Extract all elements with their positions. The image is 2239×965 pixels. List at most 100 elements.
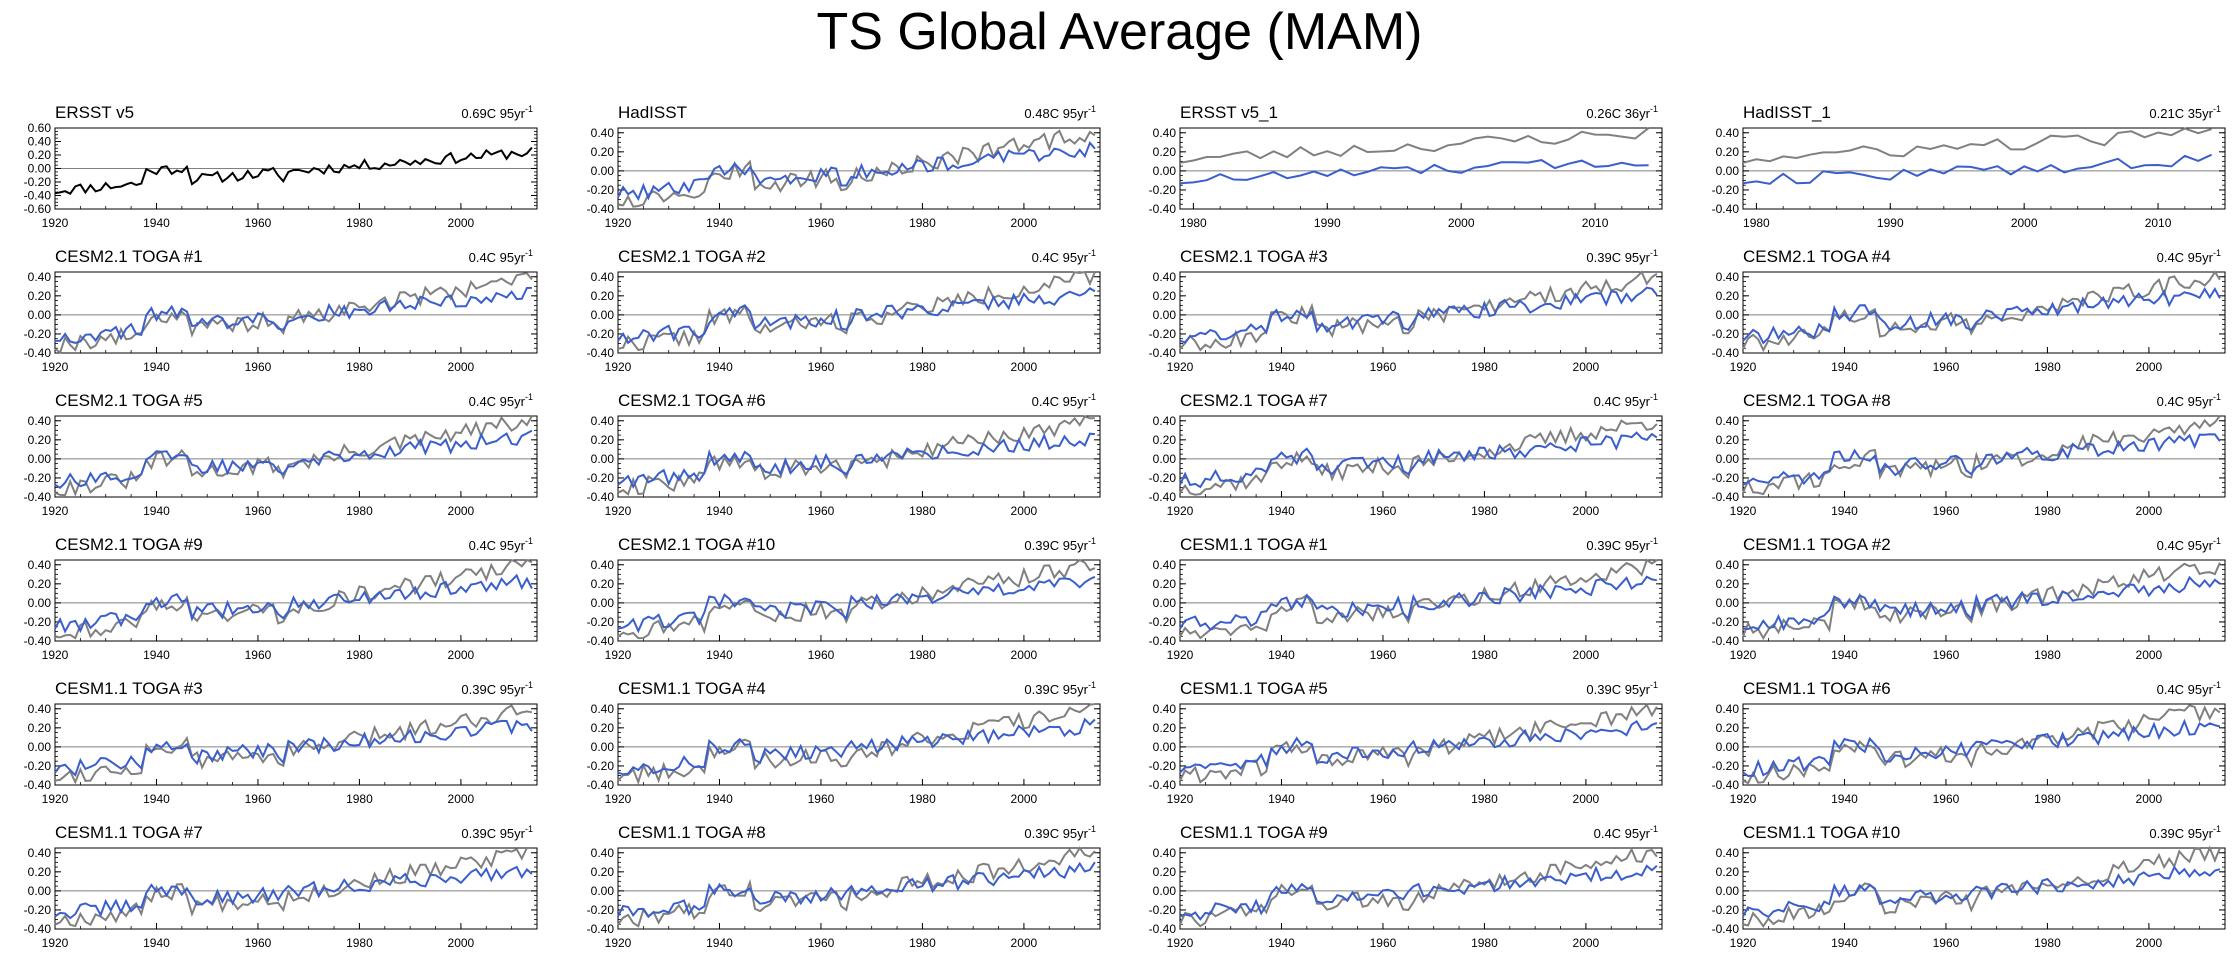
plot-frame — [1742, 847, 2226, 930]
x-tick-label: 1920 — [605, 792, 632, 806]
x-tick-label: 2000 — [1573, 360, 1600, 374]
y-tick-label: 0.00 — [1153, 164, 1177, 178]
x-tick-label: 1920 — [1730, 360, 1757, 374]
x-tick-label: 2000 — [1573, 792, 1600, 806]
y-tick-label: -0.40 — [24, 490, 52, 504]
y-tick-label: 0.40 — [28, 846, 52, 860]
panel-title: CESM1.1 TOGA #5 — [1180, 679, 1328, 698]
series-line — [617, 846, 1096, 928]
plot-frame — [1179, 127, 1663, 210]
y-tick-label: 0.00 — [1153, 596, 1177, 610]
y-tick-label: 0.20 — [591, 721, 615, 735]
series-line — [1179, 431, 1658, 489]
x-tick-label: 1940 — [706, 216, 733, 230]
x-tick-label: 1960 — [808, 360, 835, 374]
series-line — [1179, 159, 1649, 185]
x-tick-label: 2000 — [1573, 504, 1600, 518]
trend-label: 0.4C 95yr-1 — [1032, 392, 1096, 409]
trend-label: 0.39C 95yr-1 — [1586, 680, 1658, 697]
panel-8: CESM2.1 TOGA #4 0.4C 95yr-1 0.40 0.20 0.00 -0… — [1712, 247, 2226, 374]
x-tick-label: 2000 — [1011, 648, 1038, 662]
trend-label: 0.4C 95yr-1 — [1594, 824, 1658, 841]
series-line — [617, 703, 1096, 786]
y-tick-label: -0.20 — [24, 471, 52, 485]
series-line — [1742, 562, 2221, 641]
x-tick-label: 1960 — [1370, 360, 1397, 374]
page-title: TS Global Average (MAM) — [816, 3, 1423, 61]
x-tick-label: 1980 — [346, 360, 373, 374]
x-tick-label: 2000 — [2011, 216, 2038, 230]
y-tick-label: -0.40 — [1149, 634, 1177, 648]
y-tick-label: 0.20 — [28, 289, 52, 303]
y-tick-label: 0.00 — [28, 452, 52, 466]
panel-title: CESM1.1 TOGA #8 — [618, 823, 766, 842]
y-tick-label: 0.20 — [28, 721, 52, 735]
plot-frame — [54, 559, 538, 642]
x-tick-label: 2000 — [2136, 648, 2163, 662]
x-tick-label: 2000 — [1448, 216, 1475, 230]
series-line — [1179, 127, 1650, 164]
x-tick-label: 1940 — [1831, 504, 1858, 518]
panel-title: CESM2.1 TOGA #6 — [618, 391, 766, 410]
panel-10: CESM2.1 TOGA #6 0.4C 95yr-1 0.40 0.20 0.00 -0… — [587, 391, 1101, 518]
x-tick-label: 1960 — [1933, 504, 1960, 518]
y-tick-label: 0.20 — [1716, 145, 1740, 159]
plot-frame — [54, 271, 538, 354]
panel-title: CESM1.1 TOGA #10 — [1743, 823, 1900, 842]
plot-frame — [1742, 415, 2226, 498]
y-tick-label: 0.20 — [1153, 145, 1177, 159]
y-tick-label: 0.00 — [591, 884, 615, 898]
y-tick-label: 0.40 — [591, 270, 615, 284]
plot-frame — [617, 271, 1101, 354]
series-line — [1742, 718, 2221, 777]
y-tick-label: 0.00 — [28, 884, 52, 898]
series-line — [54, 573, 533, 634]
y-tick-label: -0.40 — [1149, 778, 1177, 792]
y-tick-label: -0.40 — [1712, 922, 1740, 936]
panel-4: HadISST_1 0.21C 35yr-1 0.40 0.20 0.00 -0.20 -0… — [1712, 103, 2226, 230]
y-tick-label: 0.40 — [28, 135, 52, 149]
series-line — [617, 558, 1096, 640]
panel-title: HadISST_1 — [1743, 103, 1831, 122]
x-tick-label: 1940 — [1268, 792, 1295, 806]
series-line — [54, 719, 533, 777]
y-tick-label: 0.20 — [1716, 433, 1740, 447]
trend-label: 0.39C 95yr-1 — [1586, 248, 1658, 265]
y-tick-label: -0.40 — [24, 346, 52, 360]
y-tick-label: 0.20 — [591, 865, 615, 879]
x-tick-label: 1980 — [2034, 792, 2061, 806]
y-tick-label: -0.20 — [24, 327, 52, 341]
x-tick-label: 2000 — [448, 216, 475, 230]
panel-12: CESM2.1 TOGA #8 0.4C 95yr-1 0.40 0.20 0.00 -0… — [1712, 391, 2226, 518]
series-line — [54, 146, 533, 195]
trend-label: 0.39C 95yr-1 — [1024, 536, 1096, 553]
x-tick-label: 2000 — [1011, 936, 1038, 950]
panel-title: CESM2.1 TOGA #7 — [1180, 391, 1328, 410]
x-tick-label: 1940 — [706, 648, 733, 662]
y-tick-label: -0.40 — [587, 634, 615, 648]
y-tick-label: -0.20 — [1712, 327, 1740, 341]
series-line — [54, 429, 533, 489]
plot-frame — [1742, 127, 2226, 210]
x-tick-label: 1920 — [1167, 504, 1194, 518]
trend-label: 0.39C 95yr-1 — [1586, 536, 1658, 553]
x-tick-label: 1960 — [1933, 648, 1960, 662]
y-tick-label: -0.20 — [1712, 183, 1740, 197]
x-tick-label: 1980 — [1471, 936, 1498, 950]
y-tick-label: -0.40 — [1712, 634, 1740, 648]
x-tick-label: 1980 — [1471, 792, 1498, 806]
y-tick-label: 0.20 — [1153, 721, 1177, 735]
x-tick-label: 1980 — [2034, 648, 2061, 662]
x-tick-label: 1960 — [1370, 936, 1397, 950]
panel-title: ERSST v5 — [55, 103, 134, 122]
plot-frame — [617, 415, 1101, 498]
x-tick-label: 1980 — [2034, 936, 2061, 950]
y-tick-label: -0.40 — [1712, 202, 1740, 216]
y-tick-label: -0.40 — [587, 202, 615, 216]
x-tick-label: 1940 — [1831, 792, 1858, 806]
panel-17: CESM1.1 TOGA #3 0.39C 95yr-1 0.40 0.20 0.00 -… — [24, 679, 538, 806]
plot-frame — [1742, 271, 2226, 354]
x-tick-label: 1980 — [909, 216, 936, 230]
plot-frame — [54, 703, 538, 786]
y-tick-label: -0.20 — [1149, 759, 1177, 773]
